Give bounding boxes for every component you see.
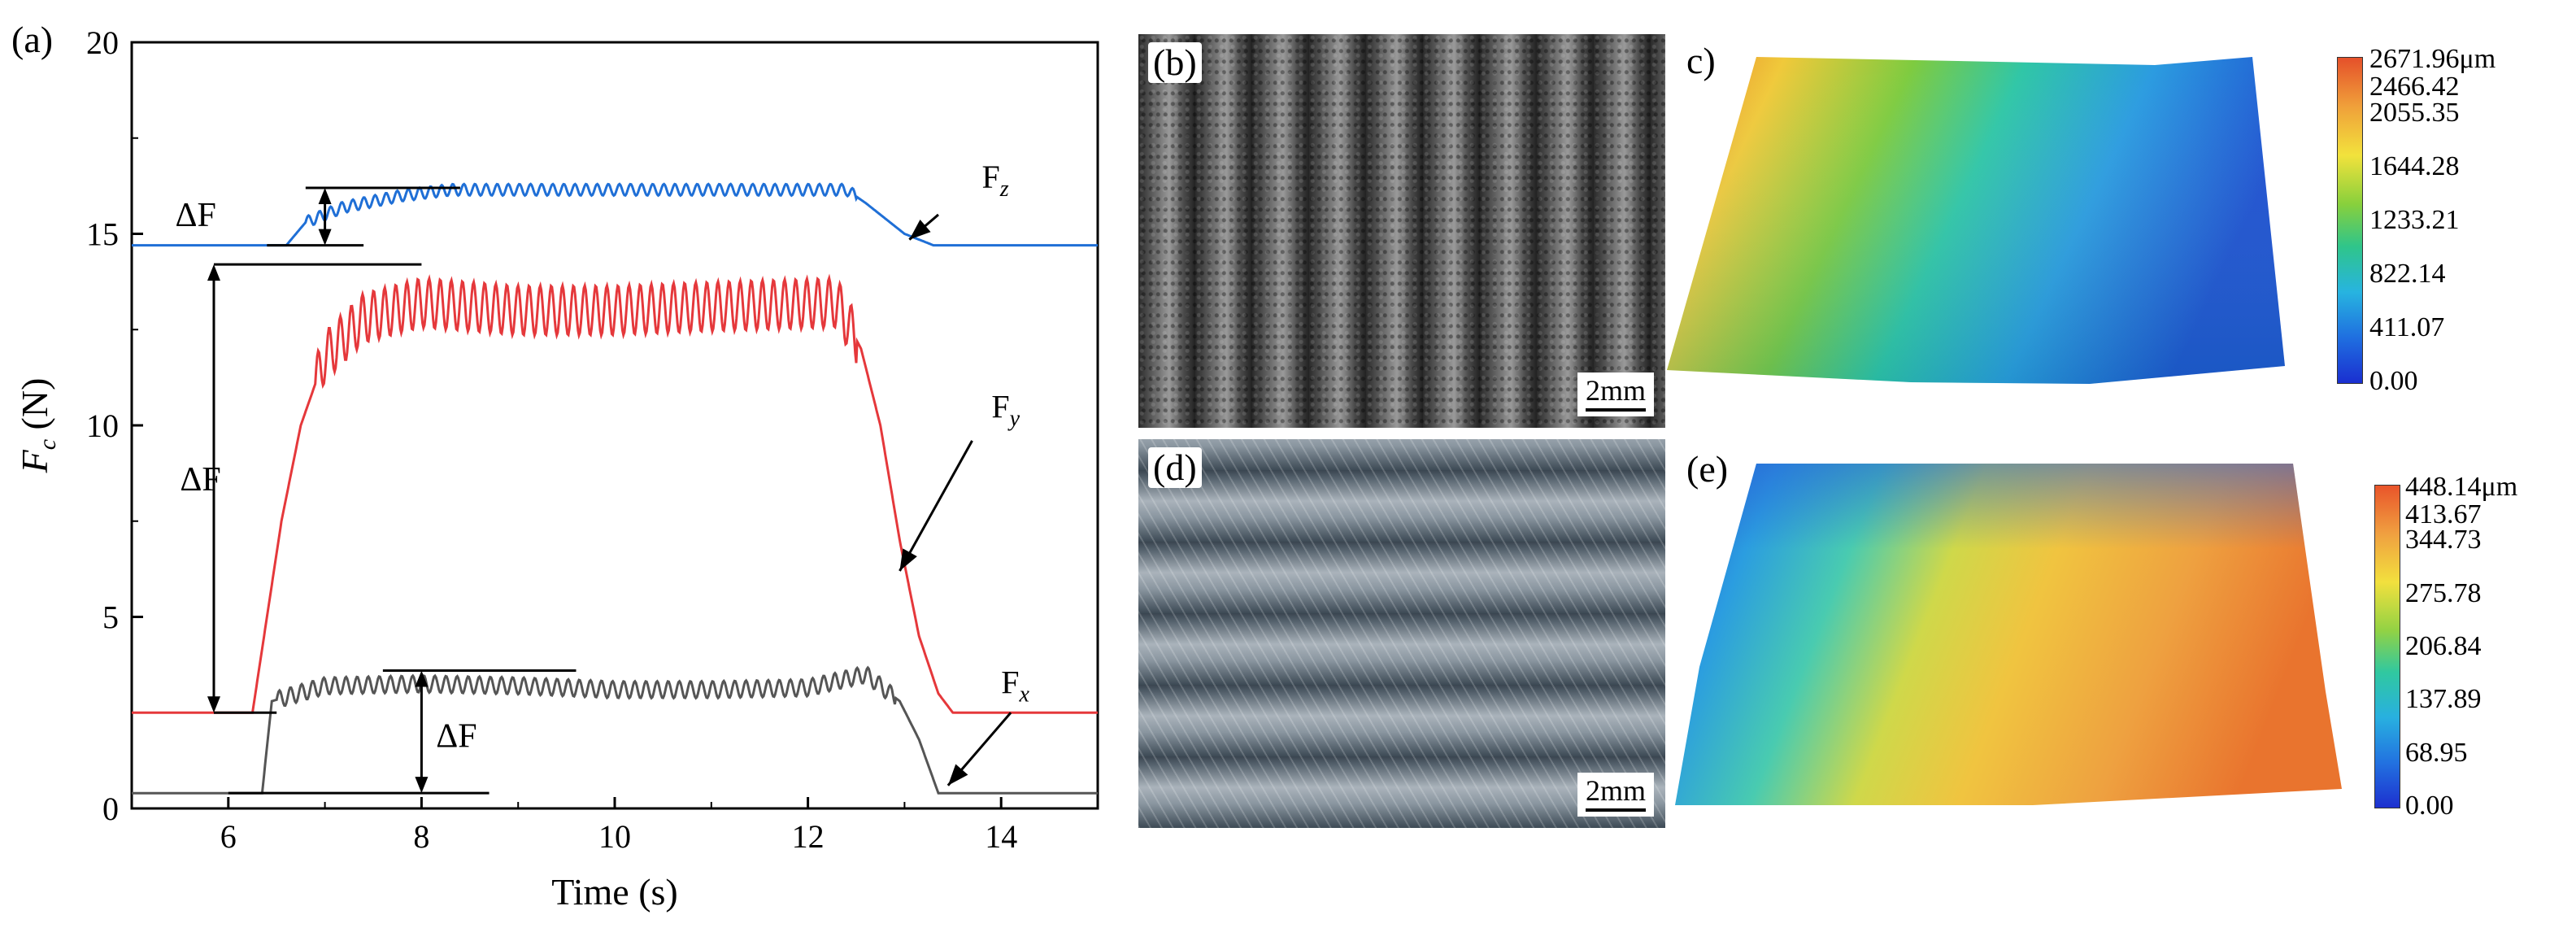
colorbar-c bbox=[2337, 57, 2363, 384]
y-tick-label-0: 0 bbox=[102, 791, 119, 827]
colorbar-e-tick-0: 448.14μm bbox=[2405, 472, 2518, 502]
colorbar-e bbox=[2374, 485, 2400, 808]
panel-label-c: c) bbox=[1682, 41, 1721, 81]
delta-label-2: ΔF bbox=[436, 718, 476, 756]
force-chart: (a) 6 8 10 12 14 0 5 10 15 20 Fz Fy Fx ΔF ΔF ΔF Time… bbox=[11, 19, 1099, 913]
panel-label-d: (d) bbox=[1148, 447, 1202, 488]
colorbar-e-tick-2: 344.73 bbox=[2405, 525, 2482, 555]
photo-d-surface: (d) 2mm bbox=[1138, 439, 1665, 828]
colorbar-e-tick-5: 137.89 bbox=[2405, 684, 2482, 715]
colorbar-c-tick-0: 2671.96μm bbox=[2369, 44, 2496, 74]
colorbar-c-tick-3: 1644.28 bbox=[2369, 151, 2460, 181]
colorbar-e-tick-6: 68.95 bbox=[2405, 737, 2468, 768]
colorbar-c-tick-2: 2055.35 bbox=[2369, 98, 2460, 128]
colorbar-c-tick-5: 822.14 bbox=[2369, 259, 2446, 289]
surface-map-e bbox=[1675, 464, 2342, 805]
series-pointer-head-Fx bbox=[947, 764, 968, 786]
series-line-Fy bbox=[132, 273, 1098, 714]
series-label-Fx: Fx bbox=[1001, 664, 1029, 708]
scale-bar-d-line bbox=[1585, 808, 1646, 812]
panel-label-e: (e) bbox=[1682, 449, 1734, 490]
colorbar-e-tick-4: 206.84 bbox=[2405, 631, 2482, 661]
delta-arrow-up-2 bbox=[415, 670, 429, 687]
delta-label-0: ΔF bbox=[175, 197, 215, 234]
delta-arrow-down-1 bbox=[207, 696, 220, 713]
y-tick-label-1: 5 bbox=[102, 599, 119, 636]
series-pointer-head-Fy bbox=[899, 548, 917, 571]
delta-arrow-up-1 bbox=[207, 264, 220, 281]
y-tick-label-3: 15 bbox=[86, 216, 119, 253]
series-group: Fz Fy Fx bbox=[132, 159, 1098, 795]
colorbar-c-tick-1: 2466.42 bbox=[2369, 72, 2460, 102]
delta-arrow-down-0 bbox=[318, 229, 332, 246]
panel-a-force-chart: (a) 6 8 10 12 14 0 5 10 15 20 Fz Fy Fx ΔF ΔF ΔF Time… bbox=[0, 0, 1122, 937]
panel-label-b: (b) bbox=[1148, 42, 1202, 83]
colorbar-c-tick-4: 1233.21 bbox=[2369, 205, 2460, 235]
surface-map-c bbox=[1667, 57, 2285, 384]
scale-bar-d: 2mm bbox=[1577, 773, 1654, 817]
scale-bar-b-line bbox=[1585, 408, 1646, 412]
series-label-Fz: Fz bbox=[981, 159, 1008, 202]
x-tick-label-0: 6 bbox=[220, 818, 237, 855]
x-tick-label-3: 12 bbox=[792, 818, 825, 855]
panel-label-a: (a) bbox=[11, 19, 53, 60]
scale-bar-b: 2mm bbox=[1577, 372, 1654, 416]
scale-bar-d-label: 2mm bbox=[1585, 774, 1646, 807]
series-pointer-head-Fz bbox=[909, 220, 931, 240]
y-axis-ticks: 0 5 10 15 20 bbox=[86, 24, 143, 827]
colorbar-e-tick-3: 275.78 bbox=[2405, 577, 2482, 608]
plot-frame bbox=[130, 41, 1099, 810]
annotations-group: ΔF ΔF ΔF bbox=[175, 186, 577, 795]
colorbar-e-tick-7: 0.00 bbox=[2405, 791, 2454, 821]
scale-bar-b-label: 2mm bbox=[1585, 374, 1646, 407]
delta-arrow-down-2 bbox=[415, 777, 429, 794]
series-line-Fx bbox=[132, 665, 1098, 795]
x-tick-label-2: 10 bbox=[598, 818, 631, 855]
series-label-Fy: Fy bbox=[991, 389, 1020, 432]
photo-b-surface: (b) 2mm bbox=[1138, 34, 1665, 428]
delta-arrow-up-0 bbox=[318, 187, 332, 204]
colorbar-c-tick-7: 0.00 bbox=[2369, 366, 2418, 396]
x-axis-label: Time (s) bbox=[551, 871, 678, 913]
colorbar-e-tick-1: 413.67 bbox=[2405, 499, 2482, 529]
series-pointer-Fy bbox=[899, 440, 973, 572]
series-line-Fz bbox=[132, 182, 1098, 247]
surface-e-shade bbox=[1675, 464, 2342, 805]
x-tick-label-4: 14 bbox=[985, 818, 1017, 855]
colorbar-c-tick-6: 411.07 bbox=[2369, 312, 2445, 342]
y-axis-label: Fc (N) bbox=[14, 378, 61, 474]
y-tick-label-4: 20 bbox=[86, 24, 119, 61]
delta-label-1: ΔF bbox=[180, 461, 220, 499]
surface-c-shade bbox=[1667, 57, 2285, 384]
y-tick-label-2: 10 bbox=[86, 407, 119, 444]
x-axis-ticks: 6 8 10 12 14 bbox=[220, 797, 1099, 855]
x-tick-label-1: 8 bbox=[413, 818, 429, 855]
